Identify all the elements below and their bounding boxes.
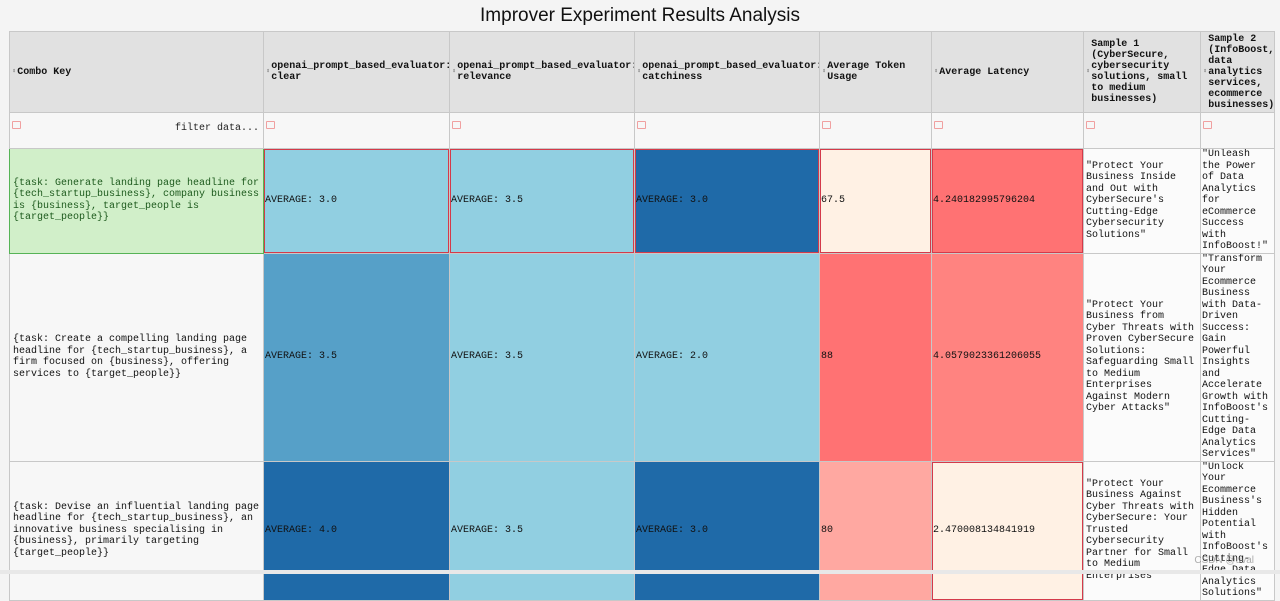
table-row[interactable]: {task: Generate landing page headline fo…: [9, 148, 1275, 254]
filter-sample-2[interactable]: [1200, 112, 1275, 149]
column-header-sample-1[interactable]: ⬍ Sample 1 (CyberSecure, cybersecurity so…: [1083, 31, 1201, 113]
clear-cell[interactable]: AVERAGE: 3.5: [263, 252, 450, 462]
token-usage-cell[interactable]: 88: [819, 252, 932, 462]
page-title: Improver Experiment Results Analysis: [480, 5, 800, 26]
sort-icon: ⬍: [452, 67, 457, 76]
column-header-clear[interactable]: ⬍ openai_prompt_based_evaluator: clear: [263, 31, 450, 113]
relevance-cell[interactable]: AVERAGE: 3.5: [449, 148, 635, 254]
sample-2-cell[interactable]: "Unleash the Power of Data Analytics for…: [1200, 148, 1275, 254]
filter-catchiness[interactable]: [634, 112, 820, 149]
latency-cell[interactable]: 4.0579023361206055: [931, 252, 1084, 462]
filter-sample-1[interactable]: [1083, 112, 1201, 149]
sort-icon: ⬍: [637, 67, 642, 76]
watermark: CSDN @uval: [1194, 555, 1254, 566]
table-row[interactable]: {task: Create a compelling landing page …: [9, 252, 1275, 462]
filter-latency[interactable]: [931, 112, 1084, 149]
results-table: ⬍ Combo Key ⬍ openai_prompt_based_evaluato…: [9, 31, 1275, 601]
filter-icon: [1086, 121, 1095, 129]
sort-icon: ⬍: [1086, 67, 1091, 76]
sort-icon: ⬍: [1203, 67, 1208, 76]
filter-icon: [12, 121, 21, 129]
catchiness-cell[interactable]: AVERAGE: 3.0: [634, 460, 820, 601]
filter-icon: [266, 121, 275, 129]
sort-icon: ⬍: [934, 67, 939, 76]
filter-combo-key[interactable]: filter data...: [9, 112, 264, 149]
filter-relevance[interactable]: [449, 112, 635, 149]
relevance-cell[interactable]: AVERAGE: 3.5: [449, 252, 635, 462]
sample-2-cell[interactable]: "Transform Your Ecommerce Business with …: [1200, 252, 1275, 462]
filter-token-usage[interactable]: [819, 112, 932, 149]
latency-cell[interactable]: 2.470008134841919: [931, 460, 1084, 601]
filter-icon: [1203, 121, 1212, 129]
combo-key-cell[interactable]: {task: Generate landing page headline fo…: [9, 148, 264, 254]
bottom-edge: [0, 570, 1280, 574]
column-header-combo-key[interactable]: ⬍ Combo Key: [9, 31, 264, 113]
filter-icon: [637, 121, 646, 129]
token-usage-cell[interactable]: 80: [819, 460, 932, 601]
sample-1-cell[interactable]: "Protect Your Business from Cyber Threat…: [1083, 252, 1201, 462]
column-header-sample-2[interactable]: ⬍ Sample 2 (InfoBoost, data analytics ser…: [1200, 31, 1275, 113]
sort-icon: ⬍: [822, 67, 827, 76]
catchiness-cell[interactable]: AVERAGE: 2.0: [634, 252, 820, 462]
sample-1-cell[interactable]: "Protect Your Business Against Cyber Thr…: [1083, 460, 1201, 601]
filter-icon: [452, 121, 461, 129]
catchiness-cell[interactable]: AVERAGE: 3.0: [634, 148, 820, 254]
filter-icon: [822, 121, 831, 129]
filter-icon: [934, 121, 943, 129]
token-usage-cell[interactable]: 67.5: [819, 148, 932, 254]
column-header-catchiness[interactable]: ⬍ openai_prompt_based_evaluator: catchine…: [634, 31, 820, 113]
relevance-cell[interactable]: AVERAGE: 3.5: [449, 460, 635, 601]
combo-key-cell[interactable]: {task: Create a compelling landing page …: [9, 252, 264, 462]
column-header-token-usage[interactable]: ⬍ Average Token Usage: [819, 31, 932, 113]
column-header-relevance[interactable]: ⬍ openai_prompt_based_evaluator: relevanc…: [449, 31, 635, 113]
column-header-latency[interactable]: ⬍ Average Latency: [931, 31, 1084, 113]
combo-key-cell[interactable]: {task: Devise an influential landing pag…: [9, 460, 264, 601]
sample-1-cell[interactable]: "Protect Your Business Inside and Out wi…: [1083, 148, 1201, 254]
filter-clear[interactable]: [263, 112, 450, 149]
clear-cell[interactable]: AVERAGE: 3.0: [263, 148, 450, 254]
sample-2-cell[interactable]: "Unlock Your Ecommerce Business's Hidden…: [1200, 460, 1275, 601]
header-row: ⬍ Combo Key ⬍ openai_prompt_based_evaluato…: [9, 31, 1275, 113]
table-row[interactable]: {task: Devise an influential landing pag…: [9, 460, 1275, 601]
clear-cell[interactable]: AVERAGE: 4.0: [263, 460, 450, 601]
sort-icon: ⬍: [266, 67, 271, 76]
filter-input[interactable]: filter data...: [174, 123, 259, 134]
filter-row: filter data...: [9, 112, 1275, 149]
sort-icon: ⬍: [12, 67, 17, 76]
latency-cell[interactable]: 4.240182995796204: [931, 148, 1084, 254]
